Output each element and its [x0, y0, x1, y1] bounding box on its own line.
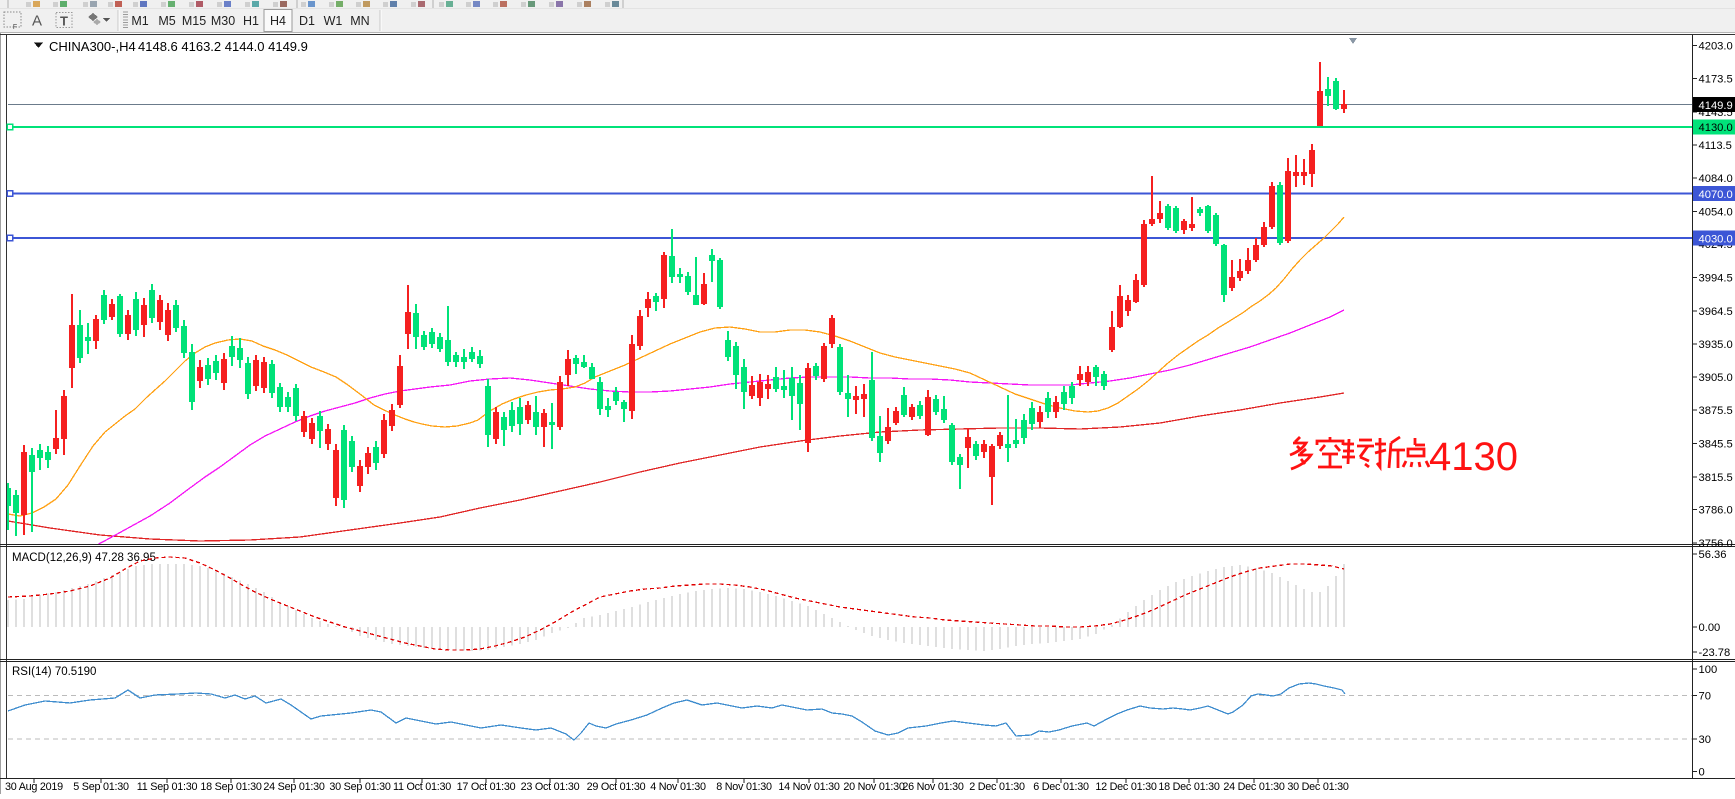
svg-text:-23.78: -23.78 [1699, 647, 1731, 659]
svg-text:30 Sep 01:30: 30 Sep 01:30 [329, 781, 390, 793]
svg-text:17 Oct 01:30: 17 Oct 01:30 [457, 781, 516, 793]
svg-text:3964.5: 3964.5 [1699, 306, 1733, 318]
svg-text:11 Sep 01:30: 11 Sep 01:30 [137, 781, 198, 793]
svg-text:4030.0: 4030.0 [1699, 233, 1733, 245]
svg-text:3786.0: 3786.0 [1699, 505, 1733, 517]
svg-text:4173.5: 4173.5 [1699, 73, 1733, 85]
svg-text:24 Dec 01:30: 24 Dec 01:30 [1223, 781, 1284, 793]
svg-text:MACD(12,26,9) 47.28 36.95: MACD(12,26,9) 47.28 36.95 [12, 552, 156, 564]
svg-text:6 Dec 01:30: 6 Dec 01:30 [1033, 781, 1089, 793]
svg-text:3935.0: 3935.0 [1699, 339, 1733, 351]
svg-text:W1: W1 [324, 14, 343, 28]
svg-text:8 Nov 01:30: 8 Nov 01:30 [716, 781, 772, 793]
svg-text:F: F [13, 24, 17, 31]
svg-text:T: T [60, 14, 68, 29]
svg-text:3815.5: 3815.5 [1699, 472, 1733, 484]
svg-text:3994.5: 3994.5 [1699, 273, 1733, 285]
svg-text:H1: H1 [243, 14, 259, 28]
svg-text:30 Aug 2019: 30 Aug 2019 [5, 781, 63, 793]
svg-text:0: 0 [1699, 767, 1705, 779]
svg-text:4148.6 4163.2 4144.0 4149.9: 4148.6 4163.2 4144.0 4149.9 [138, 39, 308, 54]
svg-text:26 Nov 01:30: 26 Nov 01:30 [902, 781, 963, 793]
svg-text:11 Oct 01:30: 11 Oct 01:30 [393, 781, 451, 793]
svg-text:23 Oct 01:30: 23 Oct 01:30 [521, 781, 580, 793]
svg-text:4149.9: 4149.9 [1699, 100, 1733, 112]
svg-text:3845.5: 3845.5 [1699, 438, 1733, 450]
svg-text:24 Sep 01:30: 24 Sep 01:30 [263, 781, 324, 793]
svg-text:3875.5: 3875.5 [1699, 405, 1733, 417]
svg-text:M5: M5 [158, 14, 175, 28]
svg-text:30: 30 [1699, 734, 1711, 746]
svg-text:4130: 4130 [1429, 435, 1518, 479]
svg-text:4113.5: 4113.5 [1699, 140, 1732, 152]
svg-text:18 Dec 01:30: 18 Dec 01:30 [1158, 781, 1219, 793]
svg-text:4203.0: 4203.0 [1699, 41, 1733, 53]
svg-text:H4: H4 [270, 14, 286, 28]
svg-text:M1: M1 [131, 14, 148, 28]
svg-text:3756.0: 3756.0 [1699, 538, 1733, 550]
svg-text:D1: D1 [299, 14, 315, 28]
svg-text:14 Nov 01:30: 14 Nov 01:30 [778, 781, 839, 793]
svg-text:20 Nov 01:30: 20 Nov 01:30 [843, 781, 904, 793]
svg-text:M30: M30 [211, 14, 235, 28]
svg-text:56.36: 56.36 [1699, 549, 1727, 561]
svg-text:0.00: 0.00 [1699, 622, 1721, 634]
svg-text:4070.0: 4070.0 [1699, 189, 1733, 201]
svg-text:M15: M15 [182, 14, 206, 28]
svg-text:30 Dec 01:30: 30 Dec 01:30 [1287, 781, 1348, 793]
svg-text:100: 100 [1699, 664, 1718, 676]
svg-text:2 Dec 01:30: 2 Dec 01:30 [969, 781, 1025, 793]
svg-text:29 Oct 01:30: 29 Oct 01:30 [587, 781, 646, 793]
svg-text:4054.0: 4054.0 [1699, 206, 1733, 218]
svg-text:CHINA300-,H4: CHINA300-,H4 [49, 39, 136, 54]
svg-text:4130.0: 4130.0 [1699, 122, 1733, 134]
svg-text:12 Dec 01:30: 12 Dec 01:30 [1095, 781, 1156, 793]
svg-text:MN: MN [350, 14, 369, 28]
svg-text:5 Sep 01:30: 5 Sep 01:30 [73, 781, 129, 793]
svg-text:4 Nov 01:30: 4 Nov 01:30 [650, 781, 706, 793]
svg-text:18 Sep 01:30: 18 Sep 01:30 [200, 781, 261, 793]
svg-text:3905.0: 3905.0 [1699, 372, 1733, 384]
svg-text:RSI(14) 70.5190: RSI(14) 70.5190 [12, 666, 96, 678]
svg-text:70: 70 [1699, 691, 1711, 703]
svg-text:4084.0: 4084.0 [1699, 173, 1733, 185]
svg-text:A: A [32, 13, 42, 30]
